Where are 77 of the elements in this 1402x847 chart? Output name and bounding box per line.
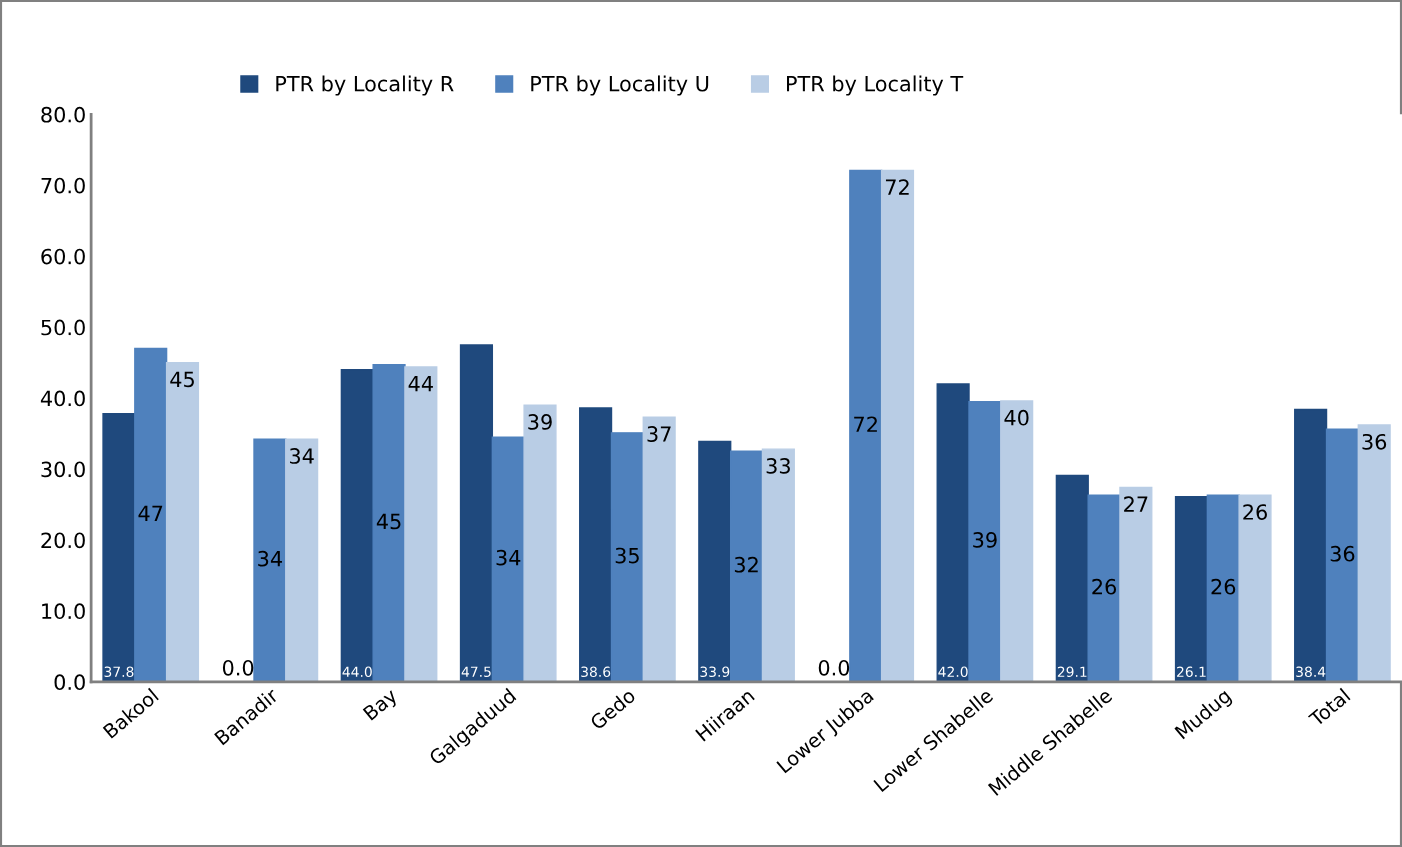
- data-label: 37: [647, 426, 671, 442]
- bar: [1119, 486, 1153, 682]
- bar: [1325, 428, 1359, 682]
- x-tick-label: Bay: [362, 687, 401, 724]
- data-label: 72: [885, 179, 909, 195]
- bar: [1174, 495, 1209, 682]
- bar: [523, 404, 557, 682]
- bar: [642, 416, 676, 682]
- y-tick-label: 60.0: [41, 248, 85, 265]
- bar: [285, 438, 319, 682]
- bar: [849, 169, 883, 682]
- bar: [761, 448, 795, 682]
- data-label: 34: [290, 448, 314, 464]
- data-label: 44: [408, 376, 433, 392]
- bar: [1294, 408, 1328, 682]
- bar: [968, 400, 1002, 682]
- bar: [936, 383, 970, 682]
- bar: [404, 366, 438, 682]
- data-label: 0.0: [222, 659, 254, 676]
- data-label: 33: [766, 458, 790, 474]
- data-label: 29.1: [1057, 666, 1087, 678]
- legend-label: PTR by Locality T: [787, 75, 964, 96]
- data-label: 47.5: [461, 666, 491, 678]
- data-label: 34: [496, 549, 521, 566]
- bar: [1087, 494, 1121, 682]
- data-label: 44.0: [342, 666, 372, 678]
- bar: [253, 438, 287, 682]
- bar: [610, 432, 644, 682]
- y-tick-label: 10.0: [42, 603, 85, 620]
- legend-label: PTR by Locality U: [531, 75, 709, 96]
- data-label: 45: [376, 513, 401, 530]
- bar: [729, 450, 764, 682]
- bar: [1238, 494, 1272, 682]
- bar: [491, 436, 525, 682]
- bar: [1206, 494, 1240, 682]
- data-label: 0.0: [818, 659, 850, 676]
- bar: [1357, 424, 1391, 682]
- data-label: 39: [528, 414, 552, 430]
- data-label: 45: [170, 371, 194, 388]
- bar: [102, 413, 136, 682]
- bar: [579, 407, 613, 682]
- y-tick-label: 80.0: [41, 106, 85, 123]
- bar: [459, 344, 494, 682]
- data-label: 39: [973, 532, 997, 548]
- data-label: 35: [615, 547, 639, 564]
- data-label: 72: [854, 416, 877, 432]
- bar: [1000, 400, 1034, 682]
- data-label: 26: [1211, 578, 1236, 595]
- data-label: 38.6: [581, 666, 611, 678]
- data-label: 26: [1092, 578, 1117, 595]
- y-tick-label: 70.0: [41, 177, 85, 194]
- data-label: 34: [258, 550, 282, 567]
- data-label: 37.8: [104, 666, 134, 678]
- y-tick-label: 0.0: [54, 674, 85, 691]
- data-label: 36: [1362, 433, 1387, 450]
- bar: [372, 364, 406, 682]
- data-label: 38.4: [1296, 666, 1326, 678]
- data-label: 47: [138, 505, 163, 521]
- bar: [165, 361, 200, 682]
- data-label: 26: [1243, 504, 1267, 520]
- data-label: 42.0: [938, 666, 968, 678]
- y-tick-label: 20.0: [41, 532, 85, 549]
- y-tick-label: 50.0: [41, 319, 85, 336]
- bar: [340, 369, 374, 682]
- y-tick-label: 40.0: [40, 390, 85, 407]
- data-label: 40: [1004, 409, 1029, 426]
- data-label: 32: [734, 556, 758, 573]
- bar: [698, 440, 732, 682]
- bar: [134, 347, 168, 682]
- data-label: 36: [1330, 545, 1355, 562]
- data-label: 33.9: [700, 666, 730, 678]
- legend-label: PTR by Locality R: [276, 75, 454, 96]
- bar: [880, 169, 915, 682]
- data-label: 27: [1124, 496, 1148, 512]
- data-label: 26.1: [1177, 666, 1206, 678]
- y-tick-label: 30.0: [41, 461, 85, 478]
- bar: [1055, 474, 1089, 682]
